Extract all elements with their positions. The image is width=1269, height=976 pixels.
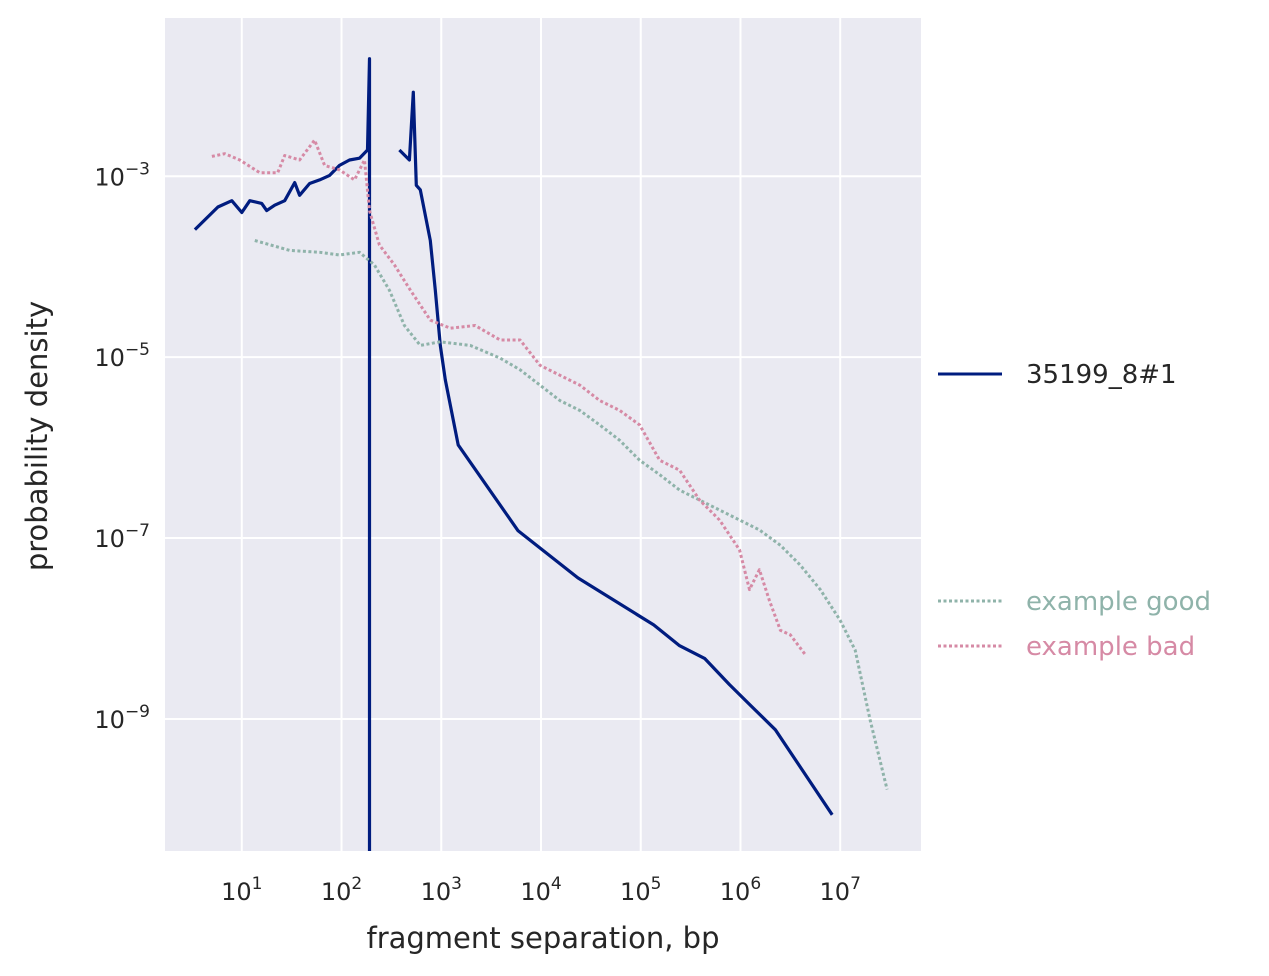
y-tick-label: 10−3 [94, 159, 150, 191]
x-axis-ticks: 101 102 103 104 105 106 107 [221, 874, 861, 906]
legend-label: example bad [1026, 632, 1195, 662]
series-line-2 [211, 138, 807, 656]
series-line-0 [193, 57, 834, 851]
x-tick-label: 107 [820, 874, 861, 906]
x-axis-label: fragment separation, bp [367, 921, 720, 955]
x-tick-label: 104 [520, 874, 561, 906]
y-tick-label: 10−7 [94, 521, 150, 553]
x-tick-label: 106 [720, 874, 761, 906]
series-lines [193, 57, 889, 851]
legend-label: example good [1026, 587, 1211, 617]
x-tick-label: 103 [421, 874, 462, 906]
y-axis-label: probability density [20, 301, 54, 571]
x-tick-label: 101 [221, 874, 262, 906]
y-axis-ticks: 10−3 10−5 10−7 10−9 [94, 159, 150, 734]
y-tick-label: 10−9 [94, 702, 150, 734]
x-tick-label: 102 [321, 874, 362, 906]
y-tick-label: 10−5 [94, 340, 150, 372]
legend-label: 35199_8#1 [1026, 360, 1177, 390]
grid [165, 18, 921, 851]
x-tick-label: 105 [620, 874, 661, 906]
plot-background [165, 18, 921, 851]
